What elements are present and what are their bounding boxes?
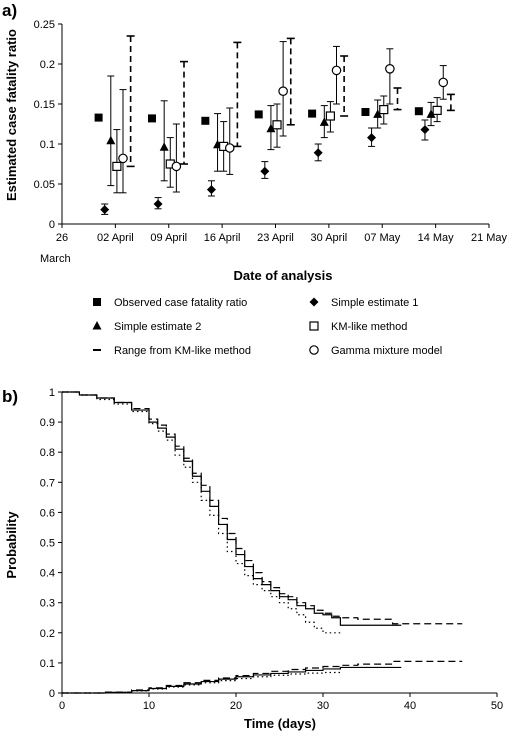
panel-b-x-tick-label: 0: [59, 700, 65, 712]
panel-a-gamma-point: [224, 143, 235, 153]
panel-a-y-tick-label: 0.15: [34, 99, 55, 111]
panel-b-y-tick-label: 0.5: [40, 538, 55, 550]
panel-b-dashed-upper-curve: [62, 391, 463, 625]
panel-b-chart: b) Probability Time (days) 0 0.1 0.2 0.3 0.4…: [2, 387, 503, 731]
panel-a-legend: Observed case fatality ratio Simple estim…: [92, 297, 442, 357]
panel-a-simple1-point: [206, 185, 216, 195]
panel-a-letter: a): [2, 1, 17, 20]
panel-a-observed-point: [254, 110, 263, 119]
panel-a-x-tick-label: 16 April: [204, 232, 241, 244]
panel-a-gamma-point: [438, 77, 449, 88]
panel-a-simple1-point: [367, 133, 377, 143]
panel-b-dotted-lower-curve: [62, 671, 341, 694]
panel-a-y-tick-label: 0: [49, 219, 55, 231]
panel-a-gamma-point: [171, 161, 182, 172]
panel-a-gamma-point: [331, 65, 342, 76]
panel-a-km-point: [379, 104, 389, 115]
panel-a-x-tick-label: 07 May: [364, 232, 401, 244]
panel-a-gamma-point: [118, 153, 128, 164]
panel-b-x-axis-title: Time (days): [244, 716, 316, 731]
panel-a-km-point: [432, 105, 442, 116]
panel-a-y-tick-label: 0.2: [40, 59, 55, 71]
panel-b-y-axis-title: Probability: [4, 511, 19, 579]
panel-a-observed-point: [201, 116, 210, 125]
panel-b-y-tick-label: 0.1: [40, 658, 55, 670]
panel-b-letter: b): [2, 387, 18, 406]
panel-a-observed-point: [414, 107, 423, 116]
panel-a-simple2-point: [319, 117, 329, 126]
panel-a-x-tick-label: 30 April: [311, 232, 348, 244]
panel-a-simple2-point: [426, 109, 436, 118]
legend-label: Range from KM-like method: [114, 345, 251, 357]
panel-b-y-tick-label: 0.7: [40, 477, 55, 489]
panel-b-x-tick-label: 10: [143, 700, 155, 712]
panel-a-simple2-point: [373, 109, 383, 118]
panel-a-x-tick-extra-label: March: [40, 253, 71, 265]
legend-label: Simple estimate 2: [114, 321, 201, 333]
panel-b-x-tick-label: 40: [404, 700, 416, 712]
legend-label: KM-like method: [331, 321, 407, 333]
panel-b-y-tick-label: 0.2: [40, 628, 55, 640]
panel-a-x-tick-label: 09 April: [150, 232, 187, 244]
panel-a-gamma-point: [385, 64, 395, 74]
panel-a-x-tick-label: 23 April: [257, 232, 294, 244]
panel-a-x-tick-label: 21 May: [471, 232, 508, 244]
panel-a-simple2-point: [106, 135, 116, 145]
panel-a-simple2-point: [159, 142, 169, 151]
panel-a-km-point: [272, 120, 282, 130]
legend-label: Simple estimate 1: [331, 297, 418, 309]
panel-a-observed-point: [361, 108, 370, 116]
panel-a-simple2-point: [266, 123, 276, 133]
panel-b-solid-lower-curve: [62, 666, 402, 694]
panel-a-y-tick-label: 0.25: [34, 19, 55, 31]
panel-a-observed-point: [308, 109, 317, 118]
panel-a-x-axis-title: Date of analysis: [234, 268, 333, 283]
panel-b-y-tick-label: 0.8: [40, 447, 55, 459]
panel-a-simple1-point: [153, 199, 163, 209]
panel-a-km-point: [325, 111, 335, 121]
panel-b-y-tick-label: 1: [49, 387, 55, 399]
panel-a-gamma-point: [278, 86, 288, 96]
panel-a-simple1-point: [313, 148, 323, 158]
panel-a-x-tick-label: 14 May: [418, 232, 455, 244]
panel-a-simple1-point: [420, 125, 430, 135]
panel-a-y-tick-label: 0.1: [40, 139, 55, 151]
legend-label: Gamma mixture model: [331, 345, 442, 357]
panel-b-x-tick-label: 50: [491, 700, 503, 712]
panel-b-solid-upper-curve: [62, 391, 402, 626]
panel-a-observed-point: [94, 113, 103, 122]
panel-a-simple1-point: [260, 166, 270, 176]
panel-b-y-tick-label: 0.6: [40, 507, 55, 519]
legend-label: Observed case fatality ratio: [114, 297, 247, 309]
panel-a-y-tick-label: 0.05: [34, 179, 55, 191]
panel-a-x-tick-label: 02 April: [97, 232, 134, 244]
panel-a-simple1-point: [100, 205, 110, 215]
legend-marker: [92, 321, 102, 330]
panel-b-y-tick-label: 0.3: [40, 598, 55, 610]
panel-a-y-axis-title: Estimated case fatality ratio: [4, 29, 19, 201]
panel-a-km-point: [112, 161, 122, 171]
legend-marker: [309, 297, 319, 307]
panel-b-y-tick-label: 0.9: [40, 417, 55, 429]
panel-b-x-tick-label: 30: [317, 700, 329, 712]
panel-a-observed-point: [147, 114, 156, 123]
panel-b-y-tick-label: 0.4: [40, 568, 55, 580]
panel-a-x-tick-label: 26: [56, 232, 68, 244]
panel-b-dotted-upper-curve: [62, 391, 341, 634]
legend-marker: [309, 345, 319, 355]
legend-marker: [309, 321, 319, 331]
panel-b-y-tick-label: 0: [49, 688, 55, 700]
legend-marker: [93, 298, 101, 306]
panel-a-chart: a) Estimated case fatality ratio Date of…: [2, 1, 508, 357]
panel-b-x-tick-label: 20: [230, 700, 242, 712]
